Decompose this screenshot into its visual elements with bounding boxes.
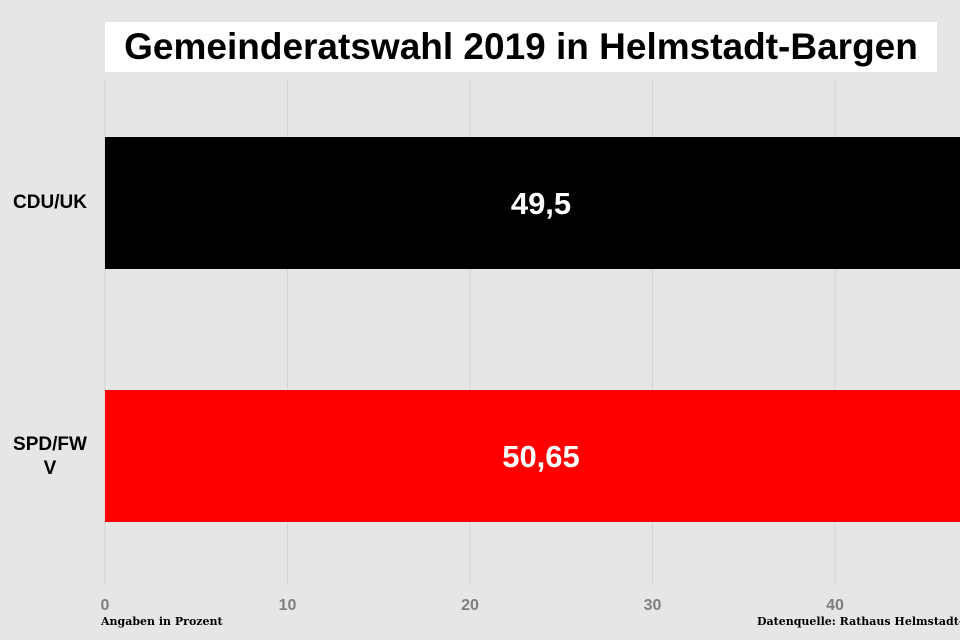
bar-spd-fw-v — [105, 390, 960, 522]
bar-value-label-1: 50,65 — [502, 439, 580, 474]
x-tick-label-0: 0 — [101, 597, 110, 614]
x-tick-label-40: 40 — [826, 597, 844, 614]
source-note: Datenquelle: Rathaus Helmstadt-Bargen — [757, 615, 960, 628]
x-tick-label-30: 30 — [644, 597, 662, 614]
category-label-spd-fwv: SPD/FW V — [13, 434, 87, 479]
units-note: Angaben in Prozent — [101, 615, 223, 628]
category-label-cdu-uk: CDU/UK — [13, 192, 87, 213]
chart-title-box: Gemeinderatswahl 2019 in Helmstadt-Barge… — [105, 22, 937, 72]
bar-value-label-0: 49,5 — [511, 186, 571, 221]
chart-title: Gemeinderatswahl 2019 in Helmstadt-Barge… — [124, 26, 918, 67]
bar-cdu-uk — [105, 137, 960, 269]
x-tick-label-20: 20 — [461, 597, 479, 614]
x-tick-label-10: 10 — [279, 597, 297, 614]
